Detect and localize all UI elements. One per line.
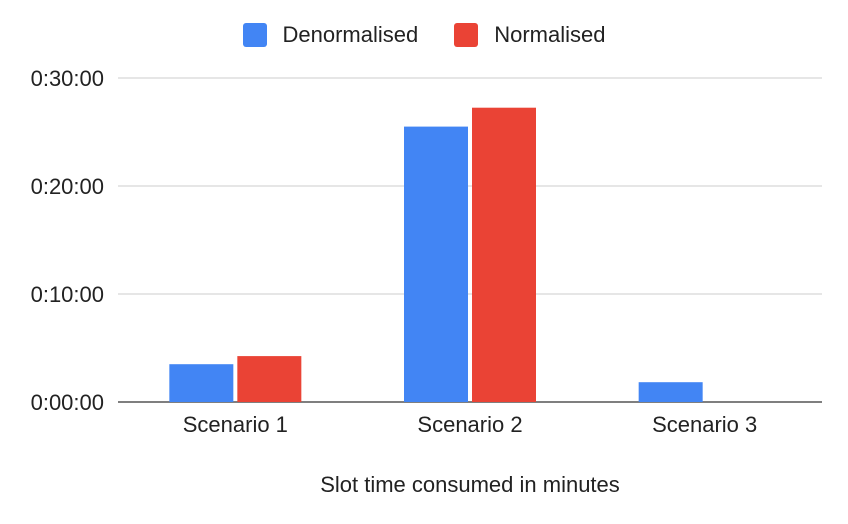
y-tick-label: 0:20:00 [31, 174, 104, 199]
bar-denormalised-scenario-3 [638, 382, 703, 402]
legend-label-normalised: Normalised [494, 22, 606, 47]
y-tick-label: 0:30:00 [31, 66, 104, 91]
bar-normalised-scenario-1 [237, 356, 302, 402]
x-tick-label: Scenario 3 [652, 412, 757, 437]
legend-swatch-normalised [454, 23, 479, 47]
legend-item-denormalised: Denormalised [242, 22, 419, 48]
x-tick-label: Scenario 2 [417, 412, 522, 437]
legend-swatch-denormalised [242, 23, 267, 47]
y-tick-label: 0:00:00 [31, 390, 104, 415]
y-tick-label: 0:10:00 [31, 282, 104, 307]
bar-denormalised-scenario-1 [169, 364, 234, 402]
x-tick-label: Scenario 1 [183, 412, 288, 437]
legend-label-denormalised: Denormalised [282, 22, 419, 47]
x-axis-title: Slot time consumed in minutes [320, 472, 620, 497]
legend-item-normalised: Normalised [454, 22, 606, 48]
chart-legend: Denormalised Normalised [0, 22, 848, 48]
bar-denormalised-scenario-2 [404, 126, 468, 402]
bar-normalised-scenario-2 [472, 107, 536, 402]
